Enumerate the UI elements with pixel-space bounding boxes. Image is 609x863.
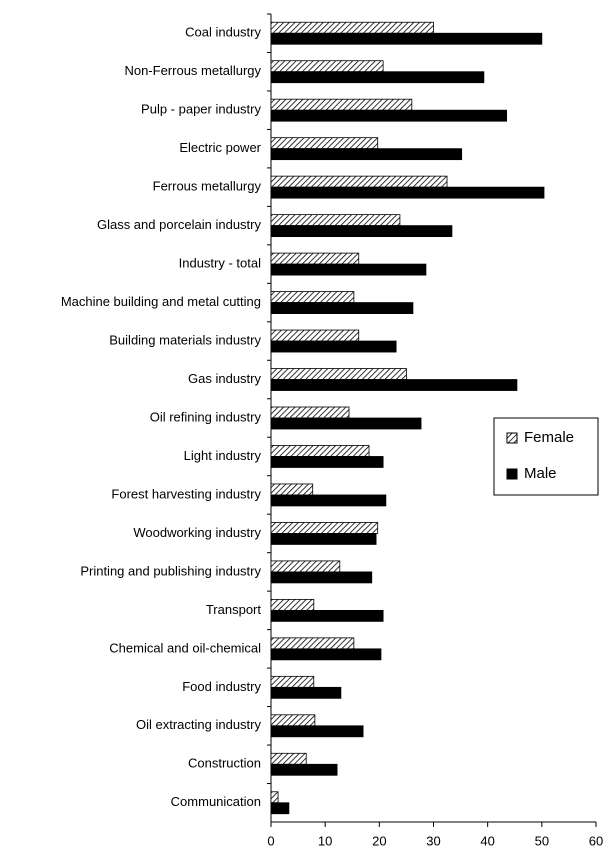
bar bbox=[270, 186, 545, 199]
y-tick-label: Forest harvesting industry bbox=[111, 486, 261, 501]
y-tick-label: Construction bbox=[188, 756, 261, 771]
y-tick-label: Printing and publishing industry bbox=[80, 563, 261, 578]
y-tick-label: Chemical and oil-chemical bbox=[109, 640, 261, 655]
bar bbox=[270, 60, 384, 73]
bar bbox=[270, 533, 377, 545]
y-tick-label: Food industry bbox=[182, 679, 261, 694]
bar bbox=[270, 225, 453, 238]
bar bbox=[270, 494, 387, 507]
bar bbox=[270, 263, 427, 276]
bar bbox=[270, 791, 279, 804]
y-tick-label: Ferrous metallurgy bbox=[153, 179, 262, 194]
y-tick-label: Oil refining industry bbox=[150, 409, 262, 424]
bar bbox=[270, 598, 315, 611]
y-tick-label: Light industry bbox=[184, 448, 262, 463]
bar bbox=[270, 252, 360, 265]
bar bbox=[270, 686, 342, 699]
x-tick-label: 20 bbox=[372, 833, 386, 848]
bar bbox=[270, 329, 360, 342]
bar bbox=[270, 560, 341, 573]
bar bbox=[270, 21, 434, 34]
bar bbox=[270, 802, 290, 815]
y-tick-label: Communication bbox=[171, 794, 261, 809]
legend-label: Female bbox=[524, 429, 574, 446]
legend-swatch bbox=[506, 468, 518, 480]
bar bbox=[270, 571, 373, 584]
bar bbox=[270, 763, 338, 776]
bar bbox=[270, 522, 379, 534]
bar bbox=[270, 648, 382, 661]
y-tick-label: Building materials industry bbox=[109, 332, 261, 347]
bar bbox=[270, 340, 397, 353]
bar bbox=[270, 368, 407, 380]
bar bbox=[270, 302, 414, 314]
x-tick-label: 30 bbox=[426, 833, 440, 848]
y-tick-label: Oil extracting industry bbox=[136, 717, 261, 732]
y-tick-label: Woodworking industry bbox=[133, 525, 261, 540]
x-tick-label: 40 bbox=[480, 833, 494, 848]
bar bbox=[270, 98, 413, 111]
bar bbox=[270, 137, 379, 150]
y-tick-label: Electric power bbox=[179, 140, 261, 155]
y-tick-label: Industry - total bbox=[179, 256, 261, 271]
y-tick-label: Pulp - paper industry bbox=[141, 102, 261, 117]
bar bbox=[270, 609, 384, 622]
y-tick-label: Non-Ferrous metallurgy bbox=[124, 63, 261, 78]
legend-swatch bbox=[506, 432, 518, 444]
x-tick-label: 0 bbox=[267, 833, 274, 848]
x-tick-label: 10 bbox=[318, 833, 332, 848]
bar bbox=[270, 109, 508, 122]
bar bbox=[270, 456, 384, 468]
y-tick-label: Coal industry bbox=[185, 25, 261, 40]
bar bbox=[270, 714, 316, 727]
bar bbox=[270, 445, 370, 457]
y-tick-label: Transport bbox=[206, 602, 262, 617]
bar bbox=[270, 175, 448, 188]
x-tick-label: 60 bbox=[589, 833, 603, 848]
bar bbox=[270, 417, 422, 430]
legend-label: Male bbox=[524, 465, 557, 482]
bar bbox=[270, 291, 355, 303]
bar bbox=[270, 32, 543, 45]
bar bbox=[270, 406, 350, 419]
bar bbox=[270, 379, 518, 391]
y-tick-label: Gas industry bbox=[188, 371, 261, 386]
bar bbox=[270, 148, 463, 161]
y-tick-label: Glass and porcelain industry bbox=[97, 217, 262, 232]
legend-box bbox=[493, 417, 599, 496]
bar bbox=[270, 675, 315, 688]
bar bbox=[270, 483, 314, 496]
bar bbox=[270, 214, 401, 227]
bar bbox=[270, 71, 485, 84]
bar bbox=[270, 725, 364, 738]
bar bbox=[270, 637, 355, 650]
bar bbox=[270, 752, 307, 765]
x-tick-label: 50 bbox=[535, 833, 549, 848]
y-tick-label: Machine building and metal cutting bbox=[61, 294, 261, 309]
